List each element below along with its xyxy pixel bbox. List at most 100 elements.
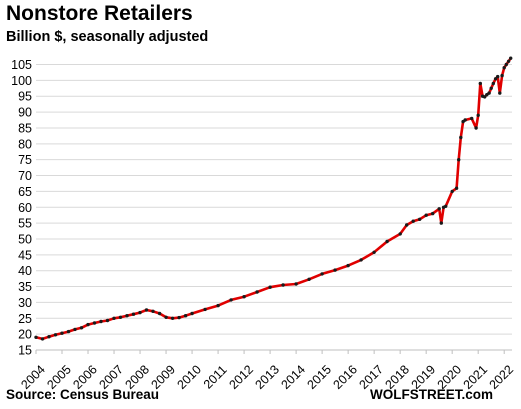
data-point: [203, 307, 207, 312]
data-point: [268, 285, 272, 289]
data-point: [333, 268, 337, 272]
y-tick-label: 15: [18, 344, 32, 358]
x-tick-label: 2012: [226, 362, 256, 392]
data-point: [177, 315, 181, 320]
data-point: [411, 219, 415, 223]
x-tick-label: 2013: [252, 362, 282, 392]
data-point: [372, 250, 376, 254]
y-tick-label: 95: [18, 90, 32, 104]
chart-subtitle: Billion $, seasonally adjusted: [6, 29, 209, 45]
data-point: [405, 223, 409, 227]
data-point: [34, 335, 38, 339]
data-point: [190, 311, 194, 316]
source-note: Source: Census Bureau: [6, 387, 160, 402]
data-point: [506, 59, 511, 63]
data-point: [493, 77, 498, 81]
data-point: [40, 337, 45, 341]
data-point: [164, 315, 168, 319]
data-point: [112, 316, 116, 320]
y-tick-label: 105: [11, 58, 32, 72]
data-point: [99, 319, 103, 324]
x-tick-label: 2010: [174, 362, 204, 392]
data-point: [144, 308, 149, 312]
data-point: [470, 116, 474, 121]
data-point: [47, 335, 51, 339]
data-point: [424, 213, 428, 217]
data-point: [474, 126, 478, 130]
data-point: [53, 333, 58, 337]
chart-title: Nonstore Retailers: [6, 2, 193, 25]
x-tick-label: 2015: [305, 362, 335, 392]
data-point: [125, 314, 129, 318]
y-tick-label: 75: [18, 153, 32, 167]
data-point: [450, 189, 454, 194]
data-point: [60, 331, 64, 335]
y-tick-label: 90: [18, 106, 32, 120]
y-tick-label: 25: [18, 312, 32, 326]
y-tick-label: 55: [18, 217, 32, 231]
data-point: [157, 311, 162, 316]
data-point: [487, 91, 491, 95]
y-tick-label: 30: [18, 296, 32, 310]
data-point: [255, 290, 259, 294]
data-point: [105, 318, 110, 323]
data-point: [431, 211, 435, 216]
data-point: [476, 113, 480, 118]
data-point: [498, 91, 502, 95]
data-point: [437, 207, 441, 211]
x-axis: 2004200520062007200820092010201120122013…: [18, 349, 516, 392]
data-point: [385, 239, 389, 244]
x-tick-label: 2011: [201, 363, 230, 392]
data-point: [86, 322, 90, 327]
data-point: [459, 135, 463, 140]
data-point: [444, 204, 448, 208]
data-point: [131, 312, 136, 316]
y-tick-label: 85: [18, 121, 32, 135]
data-point: [320, 272, 324, 276]
data-point: [118, 315, 123, 319]
data-point: [359, 258, 363, 262]
grid-lines: [36, 64, 512, 351]
data-point: [478, 81, 482, 86]
data-point: [294, 282, 298, 286]
data-point: [92, 321, 97, 325]
data-point: [489, 86, 493, 91]
x-tick-label: 2016: [331, 362, 361, 392]
data-point: [170, 316, 175, 320]
y-tick-label: 65: [18, 185, 32, 199]
data-point: [346, 263, 350, 268]
data-point: [216, 303, 220, 308]
data-point: [463, 118, 467, 122]
y-tick-label: 40: [18, 264, 32, 278]
data-point: [183, 314, 188, 318]
data-point: [483, 95, 487, 99]
series-line: [35, 57, 512, 341]
data-point: [229, 298, 233, 302]
data-point: [439, 221, 443, 225]
data-point: [307, 277, 311, 281]
data-point: [502, 66, 506, 70]
data-point: [138, 310, 142, 315]
data-point: [496, 74, 500, 79]
y-tick-label: 20: [18, 328, 32, 342]
data-point: [491, 81, 495, 86]
data-point: [398, 232, 402, 236]
y-tick-label: 45: [18, 248, 32, 262]
data-point: [66, 329, 71, 334]
data-point: [454, 186, 459, 190]
series-layer: [34, 56, 513, 341]
data-point: [79, 326, 84, 330]
watermark: WOLFSTREET.com: [370, 387, 494, 402]
data-point: [418, 217, 422, 221]
y-tick-label: 50: [18, 232, 32, 246]
data-point: [151, 309, 155, 313]
data-point: [73, 327, 77, 332]
data-point: [242, 295, 246, 299]
y-tick-label: 70: [18, 169, 32, 183]
x-tick-label: 2014: [278, 362, 308, 392]
data-point: [500, 73, 504, 78]
y-tick-label: 100: [11, 74, 32, 88]
y-tick-label: 60: [18, 201, 32, 215]
